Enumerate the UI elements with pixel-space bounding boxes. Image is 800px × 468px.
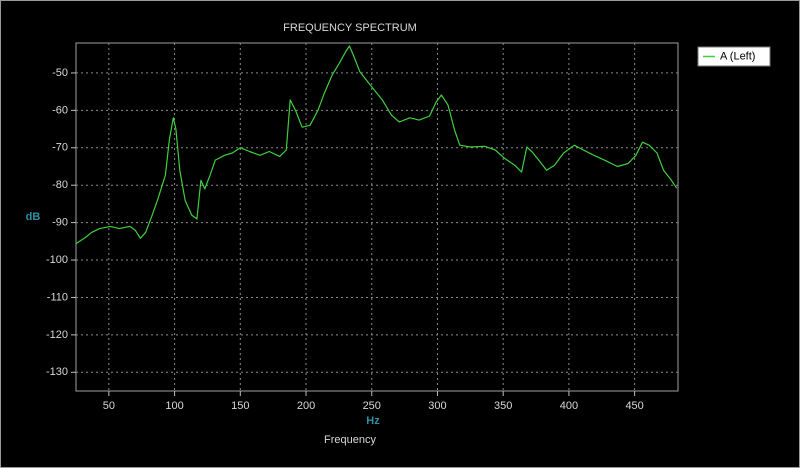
x-tick-label: 400 — [560, 400, 578, 412]
x-tick-label: 250 — [363, 400, 381, 412]
x-axis-label: Frequency — [324, 434, 376, 446]
chart-title: FREQUENCY SPECTRUM — [283, 22, 417, 34]
y-tick-label: -50 — [52, 67, 68, 79]
y-tick-label: -100 — [46, 254, 68, 266]
legend-label: A (Left) — [720, 50, 755, 62]
y-axis-label: dB — [26, 211, 41, 223]
y-tick-label: -90 — [52, 217, 68, 229]
legend-box — [697, 46, 771, 67]
x-tick-label: 450 — [625, 400, 643, 412]
plot-area — [75, 42, 679, 392]
y-tick-label: -120 — [46, 329, 68, 341]
x-tick-label: 150 — [231, 400, 249, 412]
x-tick-label: 50 — [103, 400, 115, 412]
x-tick-label: 300 — [428, 400, 446, 412]
y-tick-label: -110 — [47, 291, 68, 303]
y-tick-label: -80 — [52, 179, 68, 191]
x-tick-label: 200 — [297, 400, 315, 412]
x-tick-label: 350 — [494, 400, 512, 412]
y-tick-label: -130 — [46, 366, 68, 378]
y-tick-label: -60 — [52, 104, 68, 116]
x-tick-label: 100 — [165, 400, 183, 412]
y-tick-label: -70 — [52, 142, 68, 154]
x-axis-unit: Hz — [366, 415, 380, 427]
data-line — [75, 45, 678, 245]
